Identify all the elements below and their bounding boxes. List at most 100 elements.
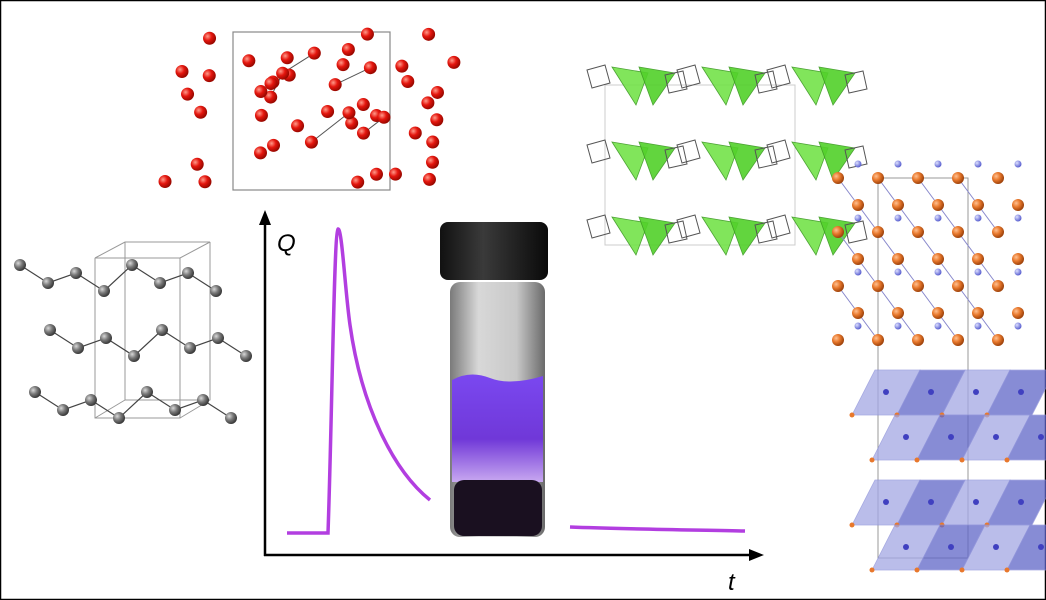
atom [304,135,318,149]
atom [872,226,884,238]
square [844,145,868,169]
atom [952,226,964,238]
heat-flow-tail [569,525,746,533]
square [664,145,688,169]
tetrahedron [728,66,766,106]
atom [993,434,999,440]
atom [321,104,335,118]
atom [869,567,875,573]
atom [225,412,237,424]
atom [894,322,902,330]
atom [854,160,862,168]
tetrahedron [728,141,766,181]
atom [85,394,97,406]
atom [948,434,954,440]
structures [14,27,1046,573]
atom [70,267,82,279]
square [844,70,868,94]
square [766,64,791,89]
atom [363,61,377,75]
atom [948,544,954,550]
atom [169,404,181,416]
atom [57,404,69,416]
vial-sediment [454,480,542,536]
square [586,139,611,164]
atom [426,135,440,149]
atom [832,280,844,292]
atom [973,389,979,395]
square [676,214,701,239]
atom [912,334,924,346]
atom [1014,268,1022,276]
atom [357,126,371,140]
atom [212,332,224,344]
atom [903,544,909,550]
atom [852,199,864,211]
atom [952,280,964,292]
atom [872,172,884,184]
atom [934,322,942,330]
vial-cap [440,222,548,280]
atom [154,277,166,289]
unit-cell [604,84,796,246]
axes: Q t [259,210,764,596]
atom [974,268,982,276]
atom [974,322,982,330]
atom [972,307,984,319]
atom [141,386,153,398]
square [766,214,791,239]
atom [1012,307,1024,319]
atom [240,350,252,362]
atom [972,199,984,211]
atom [181,87,195,101]
atom [992,226,1004,238]
atom [1038,434,1044,440]
atom [408,126,422,140]
atom [912,226,924,238]
tetrahedron [791,66,829,106]
atom [113,412,125,424]
atom [430,85,444,99]
atom [197,394,209,406]
atom [934,268,942,276]
atom [854,322,862,330]
tetrahedron [611,66,649,106]
atom [872,280,884,292]
x-axis-arrow [749,549,764,561]
square [754,145,778,169]
atom [849,522,855,528]
tetrahedron [701,66,739,106]
atom [184,342,196,354]
atom [892,199,904,211]
atom [928,389,934,395]
bond [311,112,350,143]
atom [72,342,84,354]
atom [952,172,964,184]
atom [972,253,984,265]
atom [190,157,204,171]
atom [341,43,355,57]
atom [832,226,844,238]
square [754,70,778,94]
atom [992,172,1004,184]
atom [422,27,436,41]
square [844,220,868,244]
atom [934,214,942,222]
atom [276,66,290,80]
atom [175,64,189,78]
atom [932,199,944,211]
atom [974,214,982,222]
atom [422,172,436,186]
tetrahedron [638,216,676,256]
square [586,64,611,89]
square [664,220,688,244]
square [676,139,701,164]
atom [928,499,934,505]
atom [388,167,402,181]
tetrahedron [791,141,829,181]
atom [360,27,374,41]
atom [992,280,1004,292]
atom [993,544,999,550]
atom [854,268,862,276]
